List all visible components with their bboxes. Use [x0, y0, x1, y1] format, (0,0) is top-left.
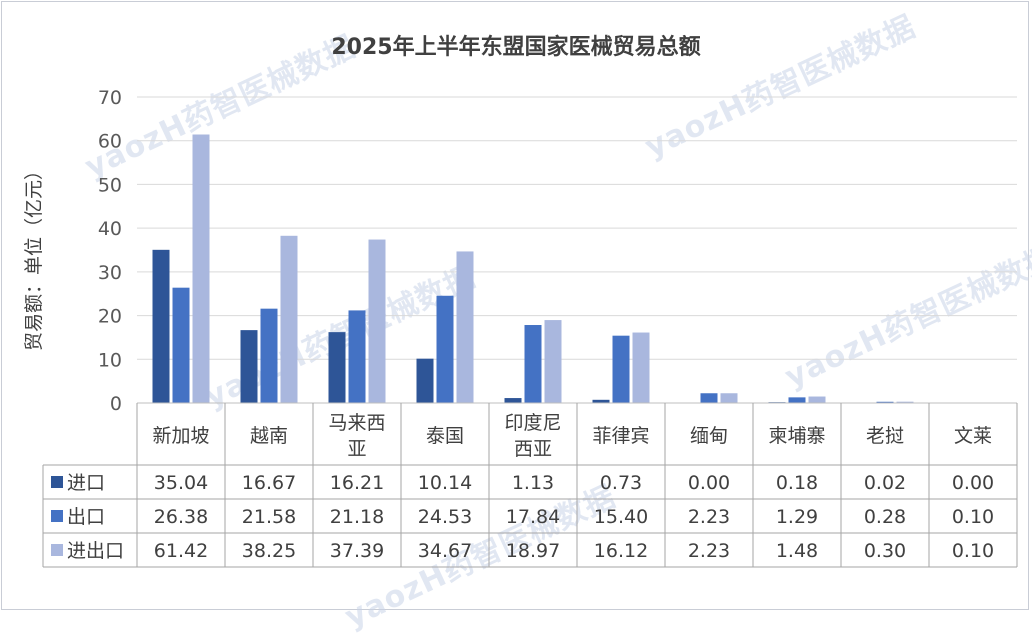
y-tick-label: 10	[98, 349, 122, 371]
bar-export	[525, 325, 542, 403]
data-label: 17.84	[506, 506, 560, 528]
data-label: 2.23	[688, 506, 730, 528]
data-label: 0.02	[864, 472, 906, 494]
y-tick-label: 30	[98, 262, 122, 284]
bar-total	[193, 135, 210, 403]
legend-key	[51, 476, 63, 488]
bar-export	[349, 310, 366, 403]
category-label: 亚	[347, 438, 366, 460]
chart-title: 2025年上半年东盟国家医械贸易总额	[331, 34, 700, 60]
data-label: 16.67	[242, 472, 296, 494]
y-axis-label: 贸易额：单位（亿元）	[23, 161, 45, 351]
bar-import	[505, 398, 522, 403]
category-label: 西亚	[514, 438, 552, 460]
bar-total	[545, 320, 562, 403]
category-label: 越南	[250, 425, 288, 447]
data-label: 0.10	[952, 540, 994, 562]
bar-export	[261, 309, 278, 403]
y-tick-label: 20	[98, 306, 122, 328]
category-label: 新加坡	[152, 425, 209, 447]
category-label: 菲律宾	[592, 425, 649, 447]
bar-total	[457, 251, 474, 403]
data-label: 0.18	[776, 472, 818, 494]
bar-export	[173, 288, 190, 403]
bar-total	[633, 333, 650, 403]
data-label: 15.40	[594, 506, 648, 528]
bar-total	[281, 236, 298, 403]
data-label: 21.18	[330, 506, 384, 528]
data-label: 26.38	[154, 506, 208, 528]
bar-export	[437, 296, 454, 403]
y-tick-label: 40	[98, 218, 122, 240]
bar-import	[241, 330, 258, 403]
data-label: 35.04	[154, 472, 208, 494]
data-label: 0.28	[864, 506, 906, 528]
bar-import	[153, 250, 170, 403]
data-label: 16.21	[330, 472, 384, 494]
data-label: 37.39	[330, 540, 384, 562]
data-label: 34.67	[418, 540, 472, 562]
data-label: 1.29	[776, 506, 818, 528]
data-label: 24.53	[418, 506, 472, 528]
bar-chart: 2025年上半年东盟国家医械贸易总额 贸易额：单位（亿元） 0 10 20 30 40 5…	[0, 0, 1032, 613]
legend-key	[51, 544, 63, 556]
bar-import	[329, 332, 346, 403]
legend-label: 出口	[67, 506, 105, 528]
legend-label: 进出口	[67, 540, 124, 562]
data-label: 0.73	[600, 472, 642, 494]
category-label: 马来西	[328, 412, 385, 434]
data-label: 61.42	[154, 540, 208, 562]
category-label: 泰国	[426, 425, 464, 447]
data-label: 38.25	[242, 540, 296, 562]
data-label: 0.10	[952, 506, 994, 528]
category-label: 老挝	[866, 425, 904, 447]
bar-export	[789, 397, 806, 403]
data-label: 21.58	[242, 506, 296, 528]
category-label: 印度尼	[504, 412, 561, 434]
y-tick-label: 50	[98, 174, 122, 196]
data-label: 0.30	[864, 540, 906, 562]
legend-label: 进口	[67, 472, 105, 494]
y-tick-label: 60	[98, 131, 122, 153]
y-tick-label: 0	[110, 393, 122, 415]
category-label: 文莱	[954, 425, 992, 447]
data-label: 10.14	[418, 472, 472, 494]
data-label: 0.00	[688, 472, 730, 494]
category-label: 柬埔寨	[768, 425, 825, 447]
data-label: 1.48	[776, 540, 818, 562]
data-label: 18.97	[506, 540, 560, 562]
data-label: 0.00	[952, 472, 994, 494]
data-label: 1.13	[512, 472, 554, 494]
bar-import	[417, 359, 434, 403]
y-tick-label: 70	[98, 87, 122, 109]
bar-total	[809, 397, 826, 403]
legend-key	[51, 510, 63, 522]
bar-export	[613, 336, 630, 403]
bar-export	[701, 393, 718, 403]
bar-total	[721, 393, 738, 403]
data-label: 16.12	[594, 540, 648, 562]
category-label: 缅甸	[690, 425, 728, 447]
bar-total	[369, 240, 386, 403]
data-label: 2.23	[688, 540, 730, 562]
